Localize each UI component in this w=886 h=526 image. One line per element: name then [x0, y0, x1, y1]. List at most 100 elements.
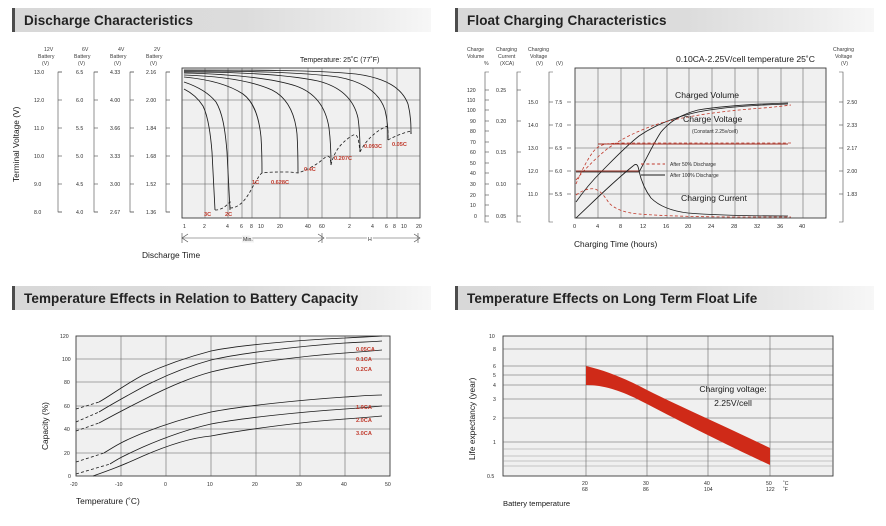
svg-text:0: 0 — [474, 214, 477, 220]
svg-text:30: 30 — [643, 481, 649, 487]
svg-text:Charging voltage:: Charging voltage: — [699, 384, 766, 394]
svg-text:1: 1 — [493, 440, 496, 446]
svg-text:20: 20 — [416, 224, 422, 230]
legend: After 50% Discharge After 100% Discharge — [641, 162, 719, 179]
svg-text:90: 90 — [470, 119, 476, 125]
svg-text:11.0: 11.0 — [528, 192, 538, 198]
curve-charged-volume-100 — [575, 103, 789, 203]
svg-text:6.5: 6.5 — [76, 70, 83, 76]
svg-text:˚F: ˚F — [783, 486, 788, 493]
svg-text:12V: 12V — [44, 47, 54, 53]
envelope-3c-2c — [214, 201, 231, 211]
svg-text:(V): (V) — [114, 61, 121, 67]
svg-text:40: 40 — [704, 481, 710, 487]
svg-text:28: 28 — [731, 224, 737, 230]
curve-labels: 0.05CA 0.1CA 0.2CA 1.0CA 2.0CA 3.0CA — [356, 347, 375, 437]
y-axis-headers: 12V Battery (V) 6V Battery (V) 4V Batter… — [38, 47, 163, 67]
svg-text:20: 20 — [470, 193, 476, 199]
temperature-annotation: Temperature: 25˚C (77˚F) — [300, 56, 379, 64]
panel-header-temp-capacity: Temperature Effects in Relation to Batte… — [12, 286, 431, 310]
gridlines — [76, 336, 390, 476]
svg-text:40: 40 — [470, 171, 476, 177]
range-brackets: Min. H — [181, 233, 421, 245]
discharge-chart: 12V Battery (V) 6V Battery (V) 4V Batter… — [11, 47, 422, 260]
x-axis-ticks: 1 2 4 6 8 10 20 40 60 2 4 6 8 10 20 — [183, 224, 422, 230]
x-axis-ticks: -20 -10 0 10 20 30 40 50 — [70, 482, 391, 488]
x-axis-label: Charging Time (hours) — [574, 239, 658, 249]
curve-labels: 3C 2C 1C 0.628C 0.4C 0.207C 0.093C 0.05C — [204, 142, 407, 218]
x-axis-label: Temperature (˚C) — [76, 496, 140, 506]
y-scale-6v: 6.5 6.0 5.5 5.0 4.5 4.0 — [76, 70, 98, 216]
svg-text:%: % — [484, 61, 489, 67]
svg-text:40: 40 — [799, 224, 805, 230]
svg-text:10: 10 — [489, 334, 495, 340]
svg-text:˚C: ˚C — [783, 480, 789, 487]
svg-text:36: 36 — [777, 224, 783, 230]
svg-text:2V: 2V — [154, 47, 161, 53]
y-scale-charge-volume: 120 110 100 90 80 70 60 50 40 30 20 10 0 — [467, 71, 489, 223]
svg-text:Voltage: Voltage — [530, 54, 547, 60]
svg-text:13.0: 13.0 — [528, 146, 538, 152]
svg-text:-10: -10 — [115, 482, 123, 488]
svg-text:0.4C: 0.4C — [304, 167, 316, 173]
svg-text:8.0: 8.0 — [34, 210, 41, 216]
svg-text:0.093C: 0.093C — [364, 144, 382, 150]
svg-text:Current: Current — [498, 54, 516, 60]
y-scale-charging-current: 0.25 0.20 0.15 0.10 0.05 0 — [496, 71, 521, 223]
gridlines — [503, 336, 833, 476]
curve-charging-current-50 — [575, 188, 791, 218]
svg-text:2.50: 2.50 — [847, 100, 857, 106]
y-scale-2v: 2.16 2.00 1.84 1.68 1.52 1.36 — [146, 70, 170, 216]
svg-text:20: 20 — [277, 224, 283, 230]
svg-text:(V): (V) — [841, 61, 848, 67]
svg-text:10: 10 — [401, 224, 407, 230]
svg-text:10: 10 — [258, 224, 264, 230]
y-scale-charging-voltage: 15.0 14.0 13.0 12.0 11.0 — [528, 71, 553, 223]
svg-text:1.84: 1.84 — [146, 126, 156, 132]
label-charged-volume: Charged Volume — [675, 90, 739, 100]
y-axis-headers: Charge Volume % Charging Current (XCA) C… — [467, 47, 563, 67]
svg-text:16: 16 — [663, 224, 669, 230]
panel-title: Temperature Effects in Relation to Batte… — [24, 290, 359, 306]
svg-text:0.15: 0.15 — [496, 150, 506, 156]
svg-text:5: 5 — [493, 373, 496, 379]
svg-text:32: 32 — [754, 224, 760, 230]
svg-text:3C: 3C — [204, 212, 211, 218]
svg-text:8: 8 — [250, 224, 253, 230]
svg-text:12.0: 12.0 — [34, 98, 44, 104]
svg-text:14.0: 14.0 — [528, 123, 538, 129]
panel-discharge: Discharge Characteristics 12V Battery (V… — [0, 0, 443, 278]
svg-text:0: 0 — [573, 224, 576, 230]
svg-text:Charging: Charging — [833, 47, 854, 53]
svg-text:3.00: 3.00 — [110, 182, 120, 188]
svg-text:120: 120 — [60, 334, 69, 340]
svg-text:(XCA): (XCA) — [500, 61, 514, 67]
svg-text:2: 2 — [348, 224, 351, 230]
svg-text:3.33: 3.33 — [110, 154, 120, 160]
svg-text:Charging: Charging — [528, 47, 549, 53]
svg-text:60: 60 — [470, 150, 476, 156]
panel-title: Temperature Effects on Long Term Float L… — [467, 290, 758, 306]
envelope-dashed — [229, 126, 412, 209]
svg-text:0.05CA: 0.05CA — [356, 347, 375, 353]
svg-text:3.66: 3.66 — [110, 126, 120, 132]
panel-header-temp-float-life: Temperature Effects on Long Term Float L… — [455, 286, 874, 310]
svg-text:7.5: 7.5 — [555, 100, 562, 106]
y-scale-4v: 4.33 4.00 3.66 3.33 3.00 2.67 — [110, 70, 134, 216]
right-axis-charging-voltage: Charging Voltage (V) 2.50 2.33 2.17 2.00… — [833, 47, 857, 223]
svg-text:(V): (V) — [78, 61, 85, 67]
svg-text:60: 60 — [319, 224, 325, 230]
y-scale-cell-voltage: 7.5 7.0 6.5 6.0 5.5 — [555, 100, 571, 198]
svg-text:2.0CA: 2.0CA — [356, 418, 372, 424]
svg-text:6: 6 — [385, 224, 388, 230]
svg-text:12: 12 — [640, 224, 646, 230]
y-axis-ticks: 120 100 80 60 40 20 0 — [60, 334, 71, 480]
svg-text:104: 104 — [704, 487, 713, 493]
svg-text:10.0: 10.0 — [34, 154, 44, 160]
svg-text:100: 100 — [467, 108, 476, 114]
svg-text:2.00: 2.00 — [146, 98, 156, 104]
svg-text:100: 100 — [62, 357, 71, 363]
x-axis-ticks: 0 4 8 12 16 20 24 28 32 36 40 — [573, 224, 805, 230]
svg-text:11.0: 11.0 — [34, 126, 44, 132]
